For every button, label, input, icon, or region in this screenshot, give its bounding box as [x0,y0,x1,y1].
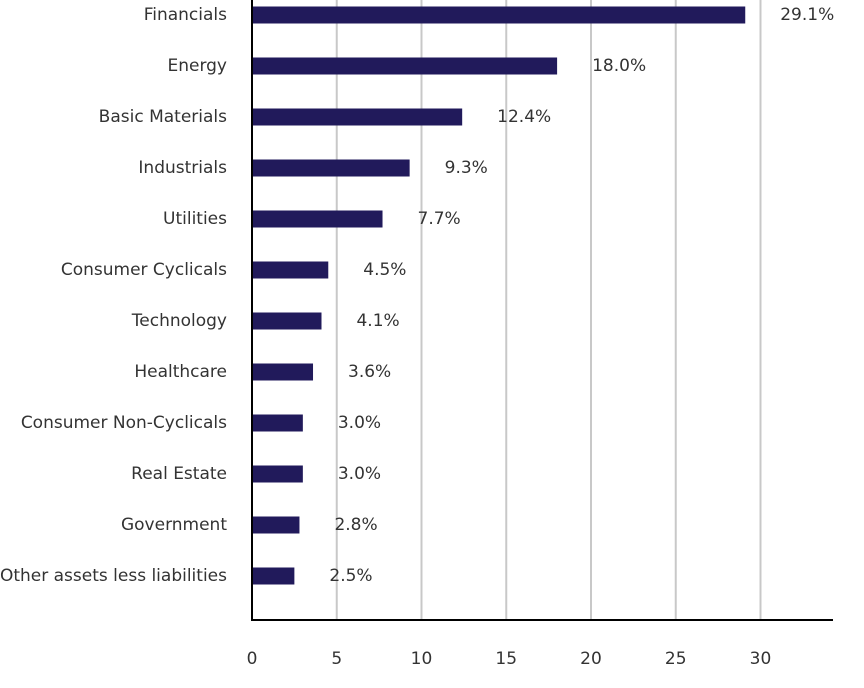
bar-energy [252,57,558,75]
bar-healthcare [252,363,314,381]
x-tick-label-0: 0 [247,649,258,669]
category-label-healthcare: Healthcare [134,362,227,382]
bar-financials [252,6,746,24]
value-label-other-assets-less-liabilities: 2.5% [329,566,372,586]
category-label-government: Government [121,515,227,535]
x-tick-label-15: 15 [495,649,517,669]
bar-real-estate [252,465,303,483]
bar-government [252,516,300,534]
category-label-utilities: Utilities [163,209,227,229]
category-label-real-estate: Real Estate [131,464,227,484]
bar-consumer-cyclicals [252,261,329,279]
value-label-financials: 29.1% [780,5,834,25]
bar-industrials [252,159,410,177]
value-label-real-estate: 3.0% [338,464,381,484]
bar-technology [252,312,322,330]
value-label-consumer-non-cyclicals: 3.0% [338,413,381,433]
category-label-industrials: Industrials [138,158,227,178]
value-label-utilities: 7.7% [418,209,461,229]
x-tick-label-20: 20 [580,649,602,669]
x-tick-label-25: 25 [665,649,687,669]
category-label-financials: Financials [144,5,227,25]
value-label-consumer-cyclicals: 4.5% [363,260,406,280]
bar-other-assets-less-liabilities [252,567,295,585]
category-label-technology: Technology [131,311,227,331]
value-label-energy: 18.0% [592,56,646,76]
bar-basic-materials [252,108,463,126]
bar-utilities [252,210,383,228]
category-label-energy: Energy [167,56,227,76]
x-tick-label-5: 5 [331,649,342,669]
value-label-government: 2.8% [334,515,377,535]
category-label-consumer-non-cyclicals: Consumer Non-Cyclicals [21,413,227,433]
category-label-basic-materials: Basic Materials [99,107,227,127]
category-label-consumer-cyclicals: Consumer Cyclicals [61,260,227,280]
x-tick-label-10: 10 [411,649,433,669]
x-tick-label-30: 30 [750,649,772,669]
value-label-basic-materials: 12.4% [497,107,551,127]
value-label-industrials: 9.3% [445,158,488,178]
value-label-technology: 4.1% [356,311,399,331]
category-label-other-assets-less-liabilities: Other assets less liabilities [0,566,227,586]
bar-consumer-non-cyclicals [252,414,303,432]
value-label-healthcare: 3.6% [348,362,391,382]
